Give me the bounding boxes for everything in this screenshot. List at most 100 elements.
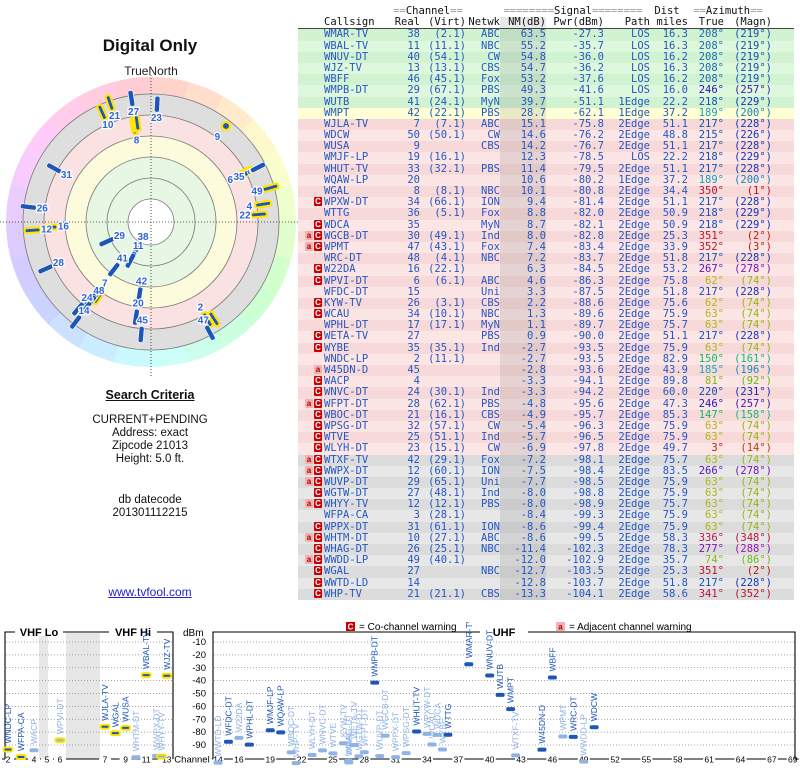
true-azimuth-cell: 63° <box>705 520 724 533</box>
noise-margin-cell: -2.8 <box>500 364 546 376</box>
distance-cell: 51.8 <box>662 252 688 265</box>
path-cell: 2Edge <box>618 498 650 511</box>
spectrum-station-bar <box>589 725 599 730</box>
criteria-height: Height: 5.0 ft. <box>115 453 185 465</box>
channel-tick-label: 61 <box>704 755 714 765</box>
callsign-cell: WUVP-DT <box>324 475 369 488</box>
co-channel-legend-text: = Co-channel warning <box>359 622 457 633</box>
real-channel-cell: 27 <box>407 565 420 578</box>
callsign-cell: WJZ-TV <box>324 61 362 74</box>
callsign-cell: WETA-TV <box>324 330 369 343</box>
distance-cell: 22.2 <box>662 95 688 108</box>
virtual-channel-cell: (7.1) <box>434 117 466 130</box>
table-row: a W45DN-D 45 -2.8 -93.6 2Edge 43.9 185° (196°) <box>298 364 794 377</box>
radar-channel-label: 38 <box>137 232 149 243</box>
path-cell: 2Edge <box>618 509 650 522</box>
co-channel-warning-badge: C <box>314 230 322 240</box>
true-azimuth-cell: 218° <box>698 151 724 164</box>
virtual-channel-cell: (25.1) <box>428 543 466 555</box>
distance-cell: 25.3 <box>662 229 688 242</box>
virtual-channel-cell: (15.1) <box>428 442 466 455</box>
true-azimuth-cell: 266° <box>698 464 724 477</box>
true-azimuth-cell: 341° <box>698 587 724 600</box>
magnetic-azimuth-cell: (200°) <box>734 173 772 186</box>
network-cell: Uni <box>481 285 500 298</box>
path-cell: 2Edge <box>618 408 650 421</box>
virtual-channel-cell: (40.1) <box>428 554 466 567</box>
table-row: WUTB 41 (24.1) MyN 39.7 -51.1 1Edge 22.2 218° (22… <box>298 95 794 108</box>
power-cell: -75.8 <box>572 117 604 130</box>
network-cell: PBS <box>481 106 500 119</box>
radar-channel-label: 11 <box>133 241 144 252</box>
distance-cell: 75.7 <box>662 498 688 511</box>
co-channel-warning-badge: C <box>314 476 322 486</box>
magnetic-azimuth-cell: (219°) <box>734 73 772 86</box>
network-cell: NBC <box>481 543 500 555</box>
true-azimuth-cell: 352° <box>698 240 724 253</box>
path-cell: 2Edge <box>618 296 650 309</box>
magnetic-azimuth-cell: (228°) <box>734 330 772 343</box>
real-channel-cell: 10 <box>407 531 420 544</box>
noise-margin-cell: 15.1 <box>500 118 546 130</box>
real-channel-cell: 14 <box>407 576 420 589</box>
spectrum-chart: -10 -20 -30 -40 -50-60 -70 -80 -90 VHF Lo VHF Hi U… <box>2 622 799 766</box>
callsign-cell: WUSA <box>324 140 350 153</box>
co-channel-warning-badge: C <box>314 454 322 464</box>
table-row: WJLA-TV 7 (7.1) ABC 15.1 -75.8 2Edge 51.1 217° (2… <box>298 117 794 131</box>
virtual-channel-cell: (35.1) <box>428 341 466 354</box>
channel-tick-label: 49 <box>579 755 589 765</box>
real-channel-cell: 21 <box>407 408 420 421</box>
virtual-channel-cell: (66.1) <box>428 196 466 209</box>
path-cell: 2Edge <box>618 341 650 354</box>
distance-cell: 16.3 <box>662 61 688 74</box>
true-azimuth-cell: 63° <box>705 419 724 432</box>
table-row: C WGAL 27 NBC -12.7 -103.5 2Edge 25.3 351° (2°) <box>298 565 794 578</box>
virtual-channel-cell: (13.1) <box>428 61 466 74</box>
noise-margin-cell: -3.3 <box>500 387 546 398</box>
magnetic-azimuth-cell: (278°) <box>734 263 772 276</box>
spectrum-station-bar <box>99 723 111 730</box>
path-cell: 2Edge <box>618 140 650 153</box>
radar-station-marker <box>104 94 116 112</box>
non-tv-band <box>66 633 100 759</box>
spectrum-station-bar <box>338 741 348 746</box>
path-cell: 2Edge <box>618 218 650 231</box>
network-cell: Fox <box>481 453 500 466</box>
callsign-cell: WBAL-TV <box>324 39 369 52</box>
true-azimuth-cell: 3° <box>711 442 724 455</box>
virtual-channel-cell: (30.1) <box>428 386 466 399</box>
power-cell: -98.1 <box>572 453 604 466</box>
noise-margin-cell: 39.7 <box>500 96 546 108</box>
tvfool-link[interactable]: www.tvfool.com <box>108 585 192 599</box>
magnetic-azimuth-cell: (257°) <box>734 397 772 410</box>
callsign-cell: WLYH-DT <box>324 442 369 455</box>
table-row: a C WGCB-DT 30 (49.1) Ind 8.0 -82.8 2Edge 25.3 351… <box>298 229 794 242</box>
virtual-channel-cell: (51.1) <box>428 431 466 444</box>
network-cell: ABC <box>481 531 500 544</box>
column-header: Path <box>624 16 650 29</box>
radar-station-marker <box>261 182 280 193</box>
network-cell: ION <box>481 520 500 533</box>
magnetic-azimuth-cell: (219°) <box>734 61 772 74</box>
spectrum-station-bar <box>495 692 505 697</box>
real-channel-cell: 21 <box>407 587 420 600</box>
true-azimuth-cell: 63° <box>705 509 724 522</box>
radar-channel-label: 8 <box>134 135 140 146</box>
magnetic-azimuth-cell: (196°) <box>734 364 772 376</box>
noise-margin-cell: -4.8 <box>500 398 546 410</box>
radar-station-marker <box>96 103 109 122</box>
true-azimuth-cell: 277° <box>698 543 724 555</box>
spectrum-station-label: WGCB-DT <box>380 689 390 730</box>
spectrum-station-bar <box>120 724 132 731</box>
table-row: C WACP 4 -3.3 -94.1 2Edge 89.8 81° (92°) <box>298 375 794 388</box>
co-channel-legend-icon <box>346 622 355 631</box>
column-header: (Virt) <box>428 16 466 29</box>
magnetic-azimuth-cell: (14°) <box>740 442 772 455</box>
spectrum-station-label: WMPB-DT <box>370 636 380 677</box>
distance-cell: 51.1 <box>662 196 688 209</box>
path-cell: 2Edge <box>618 308 650 321</box>
noise-margin-cell: 1.3 <box>500 308 546 320</box>
path-cell: 2Edge <box>618 263 650 276</box>
power-cell: -99.4 <box>572 520 604 533</box>
real-channel-cell: 17 <box>407 319 420 332</box>
